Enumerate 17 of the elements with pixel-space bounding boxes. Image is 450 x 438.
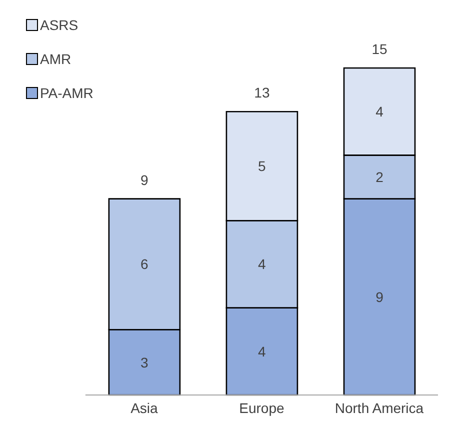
total-label: 9 xyxy=(140,172,149,188)
data-label: 4 xyxy=(376,104,384,120)
data-label: 3 xyxy=(140,354,149,370)
legend-label: AMR xyxy=(40,51,72,67)
data-label: 4 xyxy=(258,343,266,360)
total-label: 15 xyxy=(372,41,388,57)
x-tick-label: Asia xyxy=(130,400,158,416)
data-label: 5 xyxy=(258,158,266,174)
data-label: 9 xyxy=(376,288,384,305)
legend-label: ASRS xyxy=(40,17,78,33)
total-label: 13 xyxy=(254,84,270,101)
data-label: 6 xyxy=(140,256,149,272)
x-tick-label: Europe xyxy=(239,400,284,416)
x-tick-label: North America xyxy=(334,400,424,416)
data-label: 4 xyxy=(258,256,266,272)
legend-label: PA-AMR xyxy=(40,85,94,101)
data-label: 2 xyxy=(376,168,384,185)
